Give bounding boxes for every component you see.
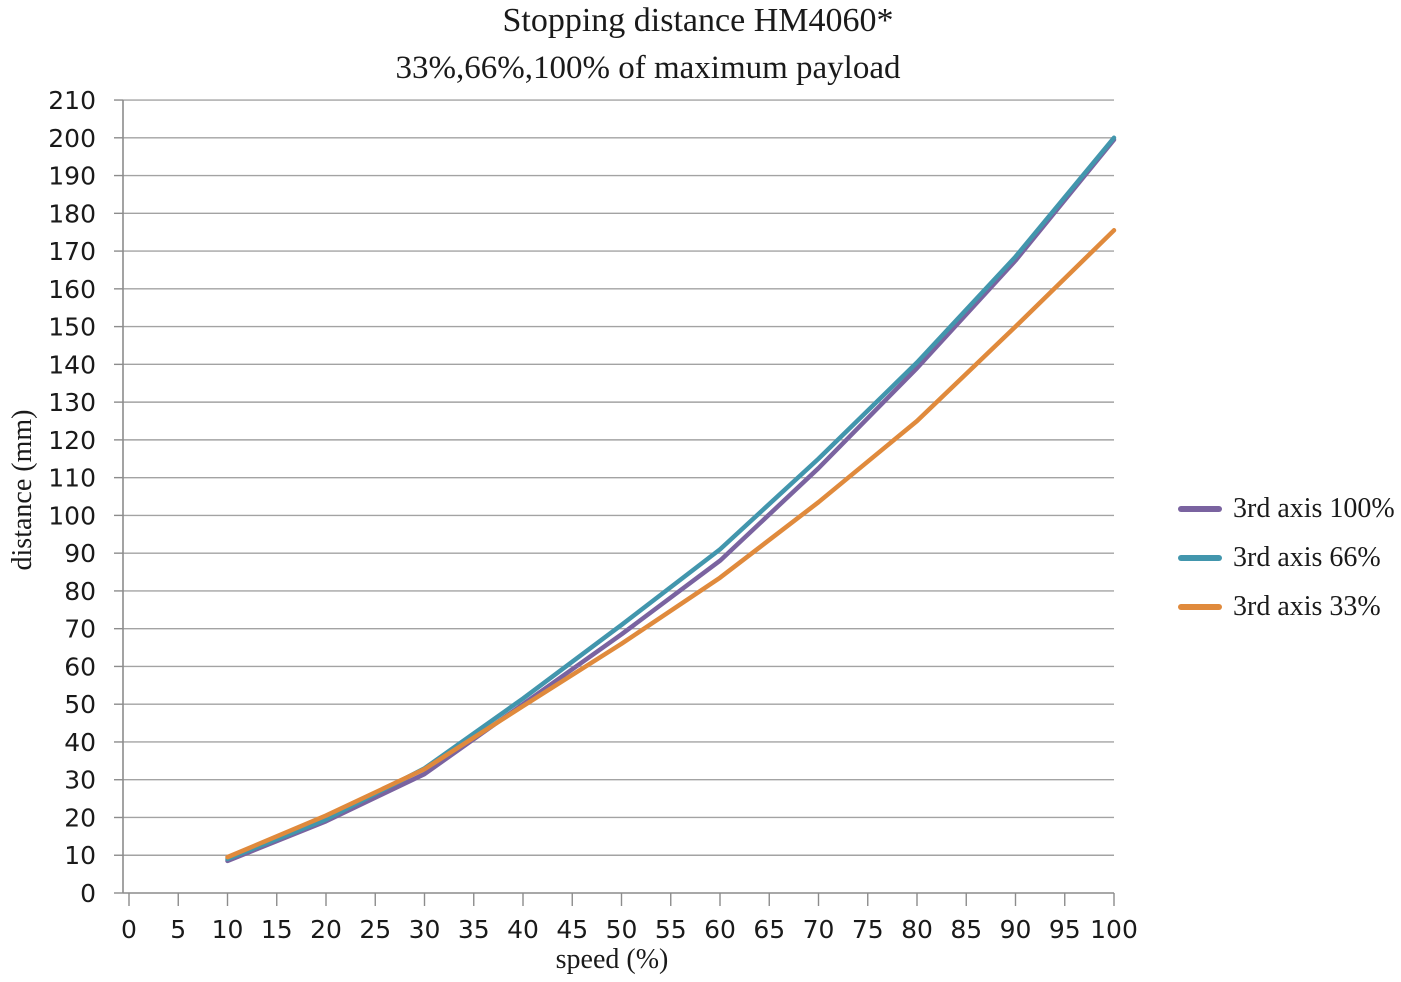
y-tick-label: 110 (48, 464, 96, 493)
legend-item: 3rd axis 66% (1178, 533, 1395, 582)
y-tick-label: 200 (48, 124, 96, 153)
chart-subtitle: 33%,66%,100% of maximum payload (395, 50, 901, 86)
x-tick-label: 0 (121, 915, 137, 944)
chart-title: Stopping distance HM4060* (502, 2, 894, 39)
x-tick-label: 15 (261, 915, 293, 944)
y-axis-title-wrap: distance (mm) (0, 0, 46, 982)
legend-item: 3rd axis 33% (1178, 582, 1395, 631)
legend-label-66: 3rd axis 66% (1233, 541, 1381, 573)
series-line-1 (225, 135, 1117, 862)
y-tick-label: 180 (48, 199, 96, 228)
series-line-0 (225, 137, 1117, 864)
series-line-2 (225, 228, 1117, 860)
x-tick-label: 30 (409, 915, 441, 944)
legend-label-33: 3rd axis 33% (1233, 590, 1381, 622)
y-tick-label: 210 (48, 86, 96, 115)
y-tick-label: 90 (64, 539, 96, 568)
x-tick-label: 20 (310, 915, 342, 944)
y-tick-label: 60 (64, 652, 96, 681)
x-tick-label: 80 (901, 915, 933, 944)
y-tick-label: 140 (48, 350, 96, 379)
x-tick-label: 95 (1049, 915, 1081, 944)
y-tick-label: 30 (64, 766, 96, 795)
x-tick-label: 50 (606, 915, 638, 944)
y-tick-label: 70 (64, 615, 96, 644)
y-tick-label: 190 (48, 162, 96, 191)
x-tick-label: 75 (852, 915, 884, 944)
y-tick-label: 20 (64, 803, 96, 832)
legend-label-100: 3rd axis 100% (1233, 492, 1395, 524)
y-tick-label: 100 (48, 501, 96, 530)
y-axis-title: distance (mm) (7, 409, 38, 571)
y-tick-label: 40 (64, 728, 96, 757)
legend: 3rd axis 100% 3rd axis 66% 3rd axis 33% (1178, 484, 1395, 631)
y-tick-label: 0 (80, 879, 96, 908)
x-tick-label: 35 (458, 915, 490, 944)
y-tick-label: 10 (64, 841, 96, 870)
x-tick-label: 55 (655, 915, 687, 944)
x-tick-label: 65 (753, 915, 785, 944)
legend-swatch-66 (1178, 554, 1222, 561)
x-axis-title: speed (%) (555, 944, 669, 975)
x-tick-label: 90 (1000, 915, 1032, 944)
x-tick-label: 85 (950, 915, 982, 944)
x-tick-label: 5 (170, 915, 186, 944)
x-tick-label: 10 (212, 915, 244, 944)
legend-item: 3rd axis 100% (1178, 484, 1395, 533)
x-tick-label: 40 (507, 915, 539, 944)
x-tick-label: 100 (1090, 915, 1138, 944)
y-tick-label: 80 (64, 577, 96, 606)
y-tick-label: 120 (48, 426, 96, 455)
y-tick-label: 160 (48, 275, 96, 304)
y-tick-label: 130 (48, 388, 96, 417)
legend-swatch-33 (1178, 603, 1222, 610)
y-tick-label: 150 (48, 313, 96, 342)
x-tick-label: 25 (359, 915, 391, 944)
y-tick-label: 50 (64, 690, 96, 719)
legend-swatch-100 (1178, 505, 1222, 512)
x-tick-label: 70 (803, 915, 835, 944)
x-tick-label: 60 (704, 915, 736, 944)
y-tick-label: 170 (48, 237, 96, 266)
x-tick-label: 45 (556, 915, 588, 944)
